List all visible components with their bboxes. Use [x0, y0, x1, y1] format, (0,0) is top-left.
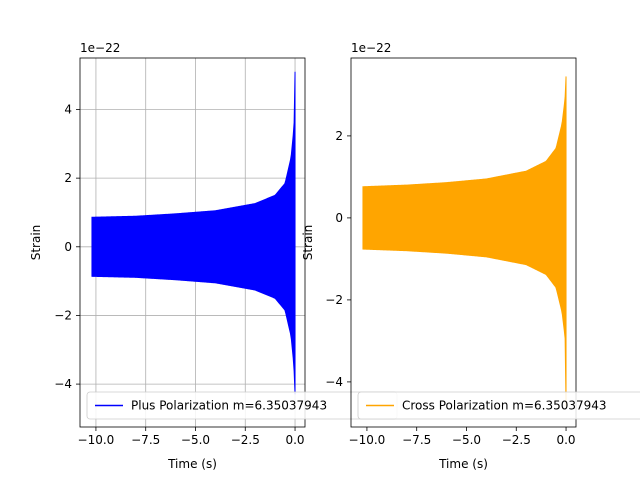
- series-1-waveform: [91, 71, 296, 395]
- x-tick-label: −2.5: [502, 433, 531, 447]
- x-tick-label: 0.0: [285, 433, 304, 447]
- x-tick-label: −7.5: [402, 433, 431, 447]
- legend: Plus Polarization m=6.35037943: [86, 391, 398, 420]
- legend-label-1: Cross Polarization m=6.35037943: [402, 399, 607, 413]
- series-1-waveform: [362, 76, 567, 407]
- y-tick-label: 0: [64, 240, 72, 254]
- chart-panel-1: −10.0 −7.5 −5.0 −2.5 0.0 −4 −2 0 2 4 Time (s) Strai…: [29, 41, 398, 471]
- x-axis-label: Time (s): [167, 457, 217, 471]
- y-tick-label: 4: [64, 102, 72, 116]
- y-offset-text: 1e−22: [351, 41, 391, 55]
- legend-box: [357, 391, 640, 420]
- y-tick-label: −2: [325, 293, 343, 307]
- y-offset-text: 1e−22: [80, 41, 120, 55]
- axes-frame: [350, 57, 577, 428]
- x-tick-label: −5.0: [181, 433, 210, 447]
- x-tick-label: −5.0: [452, 433, 481, 447]
- y-tick-label: 2: [335, 129, 343, 143]
- chart-panel-2: −10.0 −7.5 −5.0 −2.5 0.0 −4 −2 0 2 Time (s) Strain…: [301, 41, 640, 471]
- x-axis-label: Time (s): [438, 457, 488, 471]
- y-axis-label: Strain: [29, 225, 43, 261]
- y-tick-label: 2: [64, 171, 72, 185]
- x-tick-label: 0.0: [556, 433, 575, 447]
- legend: Cross Polarization m=6.35037943: [357, 391, 640, 420]
- x-tick-label: −7.5: [131, 433, 160, 447]
- legend-label-1: Plus Polarization m=6.35037943: [131, 399, 327, 413]
- x-tick-label: −10.0: [78, 433, 115, 447]
- y-axis-label: Strain: [301, 225, 315, 261]
- axes-frame: [79, 57, 306, 428]
- y-tick-label: −4: [54, 377, 72, 391]
- y-tick-label: 0: [335, 211, 343, 225]
- x-tick-label: −2.5: [231, 433, 260, 447]
- y-tick-label: −2: [54, 308, 72, 322]
- x-tick-label: −10.0: [349, 433, 386, 447]
- y-tick-label: −4: [325, 375, 343, 389]
